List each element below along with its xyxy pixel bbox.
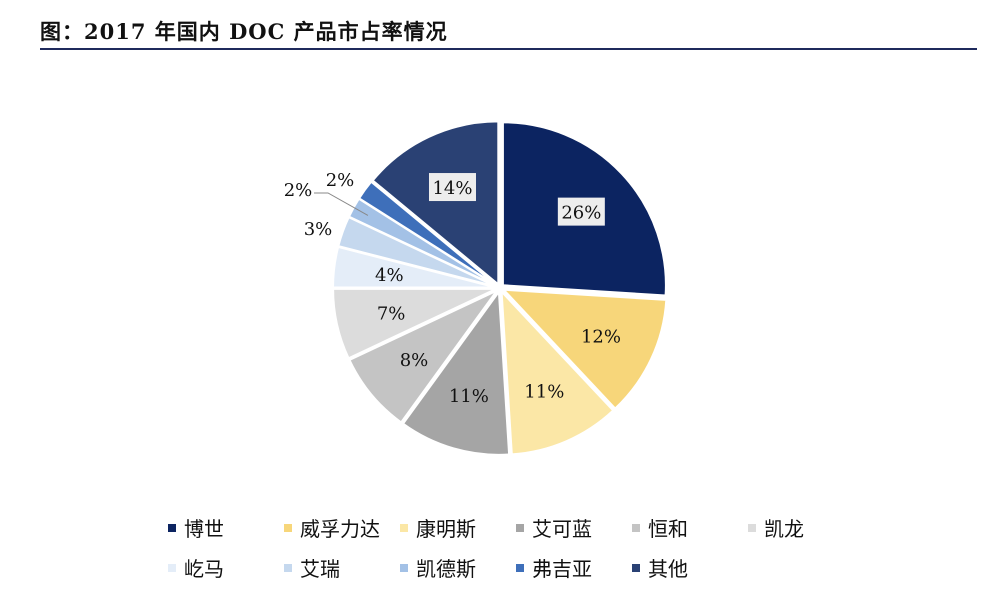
legend-label: 艾瑞 [300,557,340,581]
legend-item: 凯龙 [748,513,804,542]
slice-label-2: 11% [524,381,564,402]
slice-label-7: 3% [304,219,333,240]
legend-item: 其他 [632,553,688,582]
legend-item: 艾瑞 [284,553,340,582]
slice-label-0: 26% [561,203,601,224]
pie-slice-9 [357,180,498,287]
slice-label-box-10 [428,173,476,202]
title-bar: 图：2017 年国内 DOC 产品市占率情况 [40,14,977,50]
legend-swatch [284,523,292,532]
legend-label: 艾可蓝 [532,517,592,541]
legend-item: 博世 [168,513,224,542]
legend-swatch [400,563,408,572]
legend-item: 屹马 [168,553,224,582]
slice-label-1: 12% [581,327,621,348]
legend-item: 威孚力达 [284,513,380,542]
legend-swatch [632,523,640,532]
legend-swatch [400,523,408,532]
pie-slice-4 [348,289,498,424]
slice-label-5: 7% [377,303,406,324]
pie-slice-2 [500,288,615,456]
slice-label-10: 14% [432,178,472,199]
legend-item: 康明斯 [400,513,476,542]
legend-label: 弗吉亚 [532,557,592,581]
legend-label: 康明斯 [416,517,476,541]
pie-slice-10 [371,120,500,287]
slice-label-box-0 [557,197,605,226]
legend-swatch [168,523,176,532]
pie-slice-1 [501,288,668,410]
legend-swatch [748,523,756,532]
slice-label-4: 8% [400,350,429,371]
legend-label: 其他 [648,557,688,581]
pie-slice-5 [332,287,497,360]
slice-label-9: 2% [326,170,355,191]
legend-swatch [516,523,524,532]
legend-label: 凯龙 [764,517,804,541]
legend-item: 凯德斯 [400,553,476,582]
legend-swatch [632,563,640,572]
legend-label: 威孚力达 [300,517,380,541]
legend-swatch [168,563,176,572]
legend-swatch [516,563,524,572]
slice-label-6: 4% [375,265,404,286]
slice-label-8: 2% [284,180,313,201]
legend-label: 恒和 [648,517,688,541]
legend-label: 凯德斯 [416,557,476,581]
legend-label: 屹马 [184,557,224,581]
chart-title: 图：2017 年国内 DOC 产品市占率情况 [40,19,448,44]
leader-line [314,192,369,216]
legend-item: 弗吉亚 [516,553,592,582]
legend-label: 博世 [184,517,224,541]
legend-item: 恒和 [632,513,688,542]
pie-slice-3 [401,289,511,456]
legend-item: 艾可蓝 [516,513,592,542]
legend-swatch [284,563,292,572]
slice-label-3: 11% [449,386,489,407]
